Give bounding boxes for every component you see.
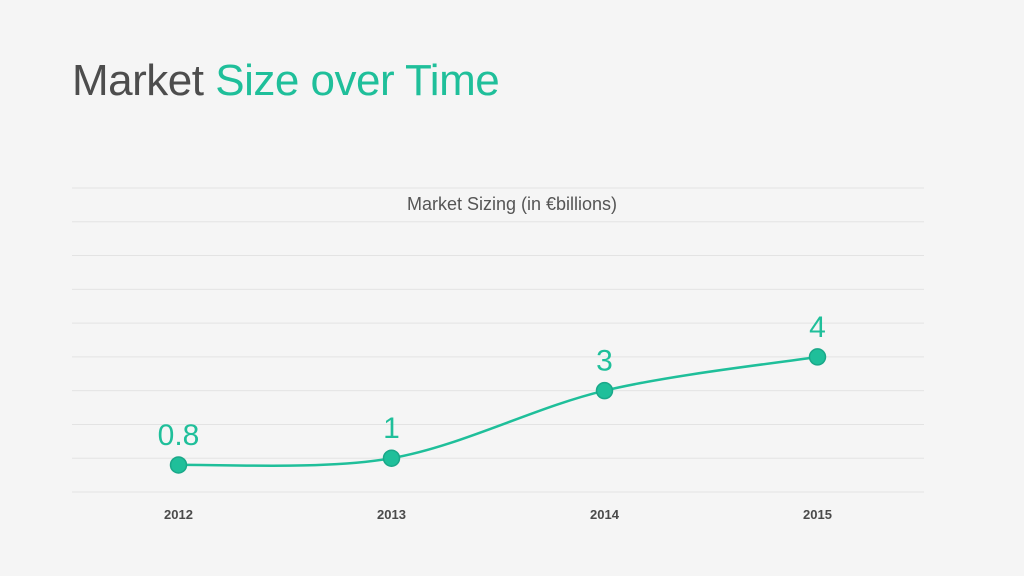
data-label: 4 [809,311,826,344]
data-point [595,381,614,400]
gridlines [72,187,924,493]
data-points [169,348,827,474]
page-title-main: Market [72,56,204,105]
page-title: Market Size over Time [72,56,500,106]
data-point [808,348,827,366]
data-point [169,456,188,474]
x-axis-ticks: 2012 2013 2014 2015 [164,507,832,522]
x-tick-label: 2012 [164,507,193,522]
data-labels: 0.8 1 3 4 [158,311,826,452]
x-tick-label: 2014 [590,507,620,522]
x-tick-label: 2015 [803,507,832,522]
x-tick-label: 2013 [377,507,406,522]
series-line [178,355,818,468]
data-label: 1 [383,412,400,445]
data-point [382,449,401,467]
data-label: 3 [596,345,613,378]
data-label: 0.8 [158,419,200,452]
page-title-accent: Size over Time [215,56,500,105]
chart-title: Market Sizing (in €billions) [407,194,617,214]
